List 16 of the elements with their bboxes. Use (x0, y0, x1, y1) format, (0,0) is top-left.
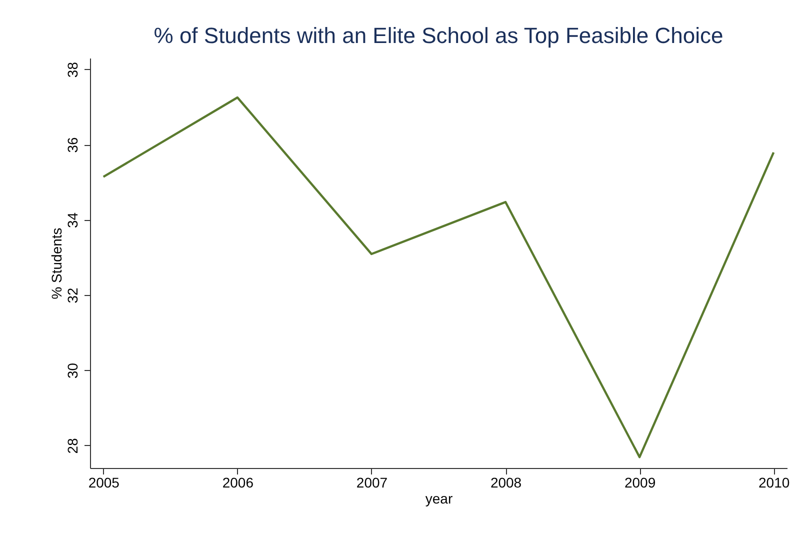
x-tick-label: 2007 (356, 474, 388, 490)
y-tick-label: 36 (64, 137, 80, 153)
x-tick-label: 2009 (624, 474, 656, 490)
x-axis-title: year (425, 490, 453, 506)
y-tick-label: 34 (64, 212, 80, 228)
x-tick-label: 2005 (88, 474, 120, 490)
line-series (102, 96, 775, 458)
y-tick-label: 32 (64, 287, 80, 304)
chart-title: % of Students with an Elite School as Top Feasible Choice (154, 23, 724, 48)
x-tick-label: 2006 (222, 474, 254, 490)
y-tick-label: 28 (64, 438, 80, 454)
y-tick-label: 30 (64, 362, 80, 378)
y-axis-title: % Students (48, 228, 64, 300)
x-tick-label: 2010 (758, 474, 790, 490)
x-tick-label: 2008 (490, 474, 522, 490)
y-tick-label: 38 (64, 62, 80, 78)
